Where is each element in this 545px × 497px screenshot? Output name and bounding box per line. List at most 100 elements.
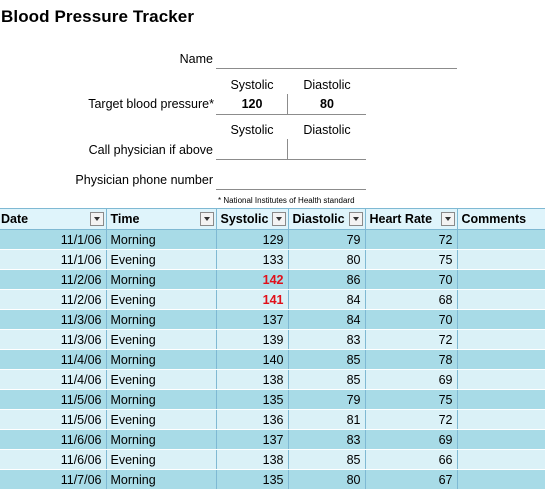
comments-cell[interactable] (457, 329, 545, 350)
comments-cell[interactable] (457, 229, 545, 250)
systolic-cell[interactable]: 141 (216, 289, 289, 310)
systolic-cell[interactable]: 138 (216, 449, 289, 470)
comments-cell[interactable] (457, 449, 545, 470)
time-cell[interactable]: Morning (106, 429, 217, 450)
table-row[interactable]: 11/4/06 Morning 140 85 78 (0, 349, 545, 370)
table-row[interactable]: 11/2/06 Evening 141 84 68 (0, 289, 545, 310)
systolic-cell[interactable]: 140 (216, 349, 289, 370)
heart-rate-cell[interactable]: 70 (365, 269, 458, 290)
filter-dropdown-icon[interactable] (440, 212, 455, 226)
heart-rate-cell[interactable]: 66 (365, 449, 458, 470)
date-cell[interactable]: 11/6/06 (0, 449, 107, 470)
filter-dropdown-icon[interactable] (348, 212, 363, 226)
table-row[interactable]: 11/3/06 Evening 139 83 72 (0, 329, 545, 350)
diastolic-cell[interactable]: 79 (288, 389, 366, 410)
date-cell[interactable]: 11/1/06 (0, 229, 107, 250)
systolic-cell[interactable]: 133 (216, 249, 289, 270)
table-row[interactable]: 11/1/06 Evening 133 80 75 (0, 249, 545, 270)
systolic-cell[interactable]: 142 (216, 269, 289, 290)
systolic-cell[interactable]: 135 (216, 469, 289, 490)
call-systolic-field[interactable] (216, 140, 288, 158)
comments-cell[interactable] (457, 369, 545, 390)
date-cell[interactable]: 11/2/06 (0, 289, 107, 310)
diastolic-cell[interactable]: 79 (288, 229, 366, 250)
filter-dropdown-icon[interactable] (199, 212, 214, 226)
systolic-cell[interactable]: 135 (216, 389, 289, 410)
heart-rate-cell[interactable]: 72 (365, 409, 458, 430)
date-cell[interactable]: 11/2/06 (0, 269, 107, 290)
filter-dropdown-icon[interactable] (89, 212, 104, 226)
date-cell[interactable]: 11/3/06 (0, 309, 107, 330)
diastolic-cell[interactable]: 81 (288, 409, 366, 430)
table-row[interactable]: 11/2/06 Morning 142 86 70 (0, 269, 545, 290)
time-cell[interactable]: Evening (106, 289, 217, 310)
time-cell[interactable]: Morning (106, 349, 217, 370)
diastolic-cell[interactable]: 85 (288, 369, 366, 390)
comments-cell[interactable] (457, 429, 545, 450)
heart-rate-cell[interactable]: 70 (365, 309, 458, 330)
heart-rate-cell[interactable]: 67 (365, 469, 458, 490)
diastolic-cell[interactable]: 85 (288, 449, 366, 470)
phone-field[interactable] (216, 189, 366, 190)
systolic-cell[interactable]: 137 (216, 309, 289, 330)
heart-rate-cell[interactable]: 69 (365, 429, 458, 450)
comments-cell[interactable] (457, 269, 545, 290)
comments-cell[interactable] (457, 389, 545, 410)
heart-rate-cell[interactable]: 68 (365, 289, 458, 310)
diastolic-cell[interactable]: 84 (288, 289, 366, 310)
date-cell[interactable]: 11/4/06 (0, 369, 107, 390)
filter-dropdown-icon[interactable] (271, 212, 286, 226)
table-row[interactable]: 11/3/06 Morning 137 84 70 (0, 309, 545, 330)
comments-cell[interactable] (457, 249, 545, 270)
date-cell[interactable]: 11/6/06 (0, 429, 107, 450)
date-cell[interactable]: 11/1/06 (0, 249, 107, 270)
heart-rate-cell[interactable]: 69 (365, 369, 458, 390)
diastolic-cell[interactable]: 80 (288, 469, 366, 490)
table-row[interactable]: 11/1/06 Morning 129 79 72 (0, 229, 545, 250)
table-row[interactable]: 11/5/06 Morning 135 79 75 (0, 389, 545, 410)
time-cell[interactable]: Evening (106, 409, 217, 430)
time-cell[interactable]: Morning (106, 229, 217, 250)
diastolic-cell[interactable]: 84 (288, 309, 366, 330)
diastolic-cell[interactable]: 83 (288, 329, 366, 350)
call-diastolic-field[interactable] (288, 140, 366, 158)
time-cell[interactable]: Morning (106, 469, 217, 490)
heart-rate-cell[interactable]: 75 (365, 389, 458, 410)
systolic-cell[interactable]: 139 (216, 329, 289, 350)
diastolic-cell[interactable]: 86 (288, 269, 366, 290)
table-row[interactable]: 11/7/06 Morning 135 80 67 (0, 469, 545, 490)
table-row[interactable]: 11/6/06 Evening 138 85 66 (0, 449, 545, 470)
systolic-cell[interactable]: 138 (216, 369, 289, 390)
date-cell[interactable]: 11/4/06 (0, 349, 107, 370)
date-cell[interactable]: 11/5/06 (0, 409, 107, 430)
diastolic-cell[interactable]: 83 (288, 429, 366, 450)
heart-rate-cell[interactable]: 72 (365, 229, 458, 250)
time-cell[interactable]: Evening (106, 329, 217, 350)
table-row[interactable]: 11/6/06 Morning 137 83 69 (0, 429, 545, 450)
target-systolic-field[interactable]: 120 (241, 97, 263, 111)
heart-rate-cell[interactable]: 75 (365, 249, 458, 270)
comments-cell[interactable] (457, 289, 545, 310)
time-cell[interactable]: Evening (106, 249, 217, 270)
heart-rate-cell[interactable]: 78 (365, 349, 458, 370)
table-row[interactable]: 11/5/06 Evening 136 81 72 (0, 409, 545, 430)
comments-cell[interactable] (457, 409, 545, 430)
time-cell[interactable]: Morning (106, 389, 217, 410)
systolic-cell[interactable]: 137 (216, 429, 289, 450)
comments-cell[interactable] (457, 349, 545, 370)
comments-cell[interactable] (457, 309, 545, 330)
date-cell[interactable]: 11/3/06 (0, 329, 107, 350)
time-cell[interactable]: Morning (106, 309, 217, 330)
time-cell[interactable]: Evening (106, 369, 217, 390)
date-cell[interactable]: 11/7/06 (0, 469, 107, 490)
systolic-cell[interactable]: 136 (216, 409, 289, 430)
target-diastolic-field[interactable]: 80 (320, 97, 334, 111)
time-cell[interactable]: Evening (106, 449, 217, 470)
comments-cell[interactable] (457, 469, 545, 490)
systolic-cell[interactable]: 129 (216, 229, 289, 250)
diastolic-cell[interactable]: 85 (288, 349, 366, 370)
heart-rate-cell[interactable]: 72 (365, 329, 458, 350)
diastolic-cell[interactable]: 80 (288, 249, 366, 270)
table-row[interactable]: 11/4/06 Evening 138 85 69 (0, 369, 545, 390)
name-field[interactable] (216, 68, 457, 69)
